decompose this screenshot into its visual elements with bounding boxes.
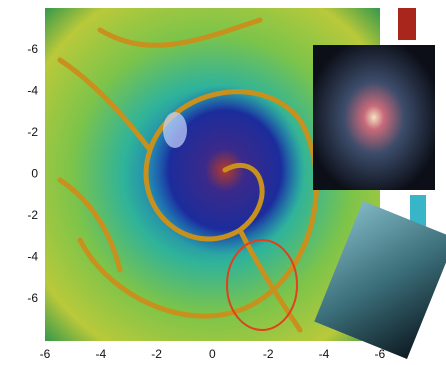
figure: -6 -4 -2 0 -2 -4 -6 -6 -4 -2 0 -2 -4 -6	[0, 0, 446, 365]
y-axis: -6 -4 -2 0 -2 -4 -6	[27, 42, 38, 305]
y-tick-label: -4	[27, 250, 38, 264]
x-tick-label: 0	[209, 347, 216, 361]
x-tick-label: -6	[374, 347, 385, 361]
x-axis: -6 -4 -2 0 -2 -4 -6	[40, 347, 386, 361]
x-tick-label: -4	[319, 347, 330, 361]
x-tick-label: -4	[95, 347, 106, 361]
y-tick-label: -6	[27, 42, 38, 56]
x-tick-label: -6	[40, 347, 51, 361]
y-tick-label: -2	[27, 125, 38, 139]
y-tick-label: -2	[27, 208, 38, 222]
y-tick-label: -4	[27, 84, 38, 98]
x-tick-label: -2	[263, 347, 274, 361]
y-tick-label: 0	[31, 167, 38, 181]
x-tick-label: -2	[151, 347, 162, 361]
y-tick-label: -6	[27, 291, 38, 305]
artwork	[45, 8, 446, 359]
